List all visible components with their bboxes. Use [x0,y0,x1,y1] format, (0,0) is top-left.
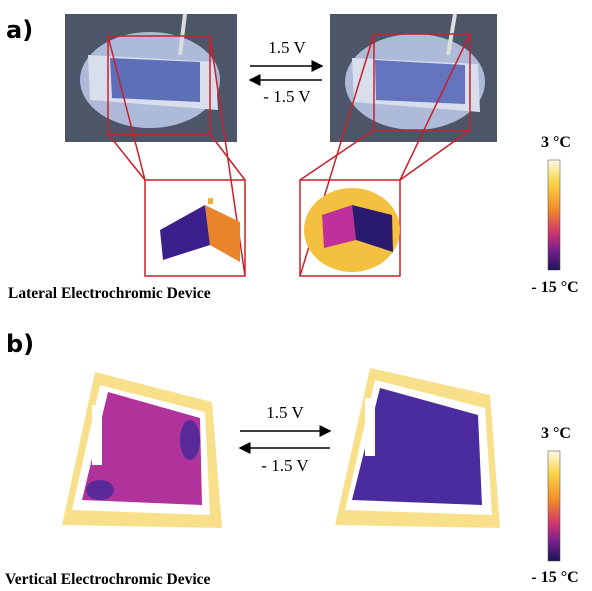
panel-label: a) [6,16,33,44]
photo-left [65,13,237,142]
caption: Vertical Electrochromic Device [5,571,211,588]
thermal-zoom-right [304,188,400,272]
forward-voltage: 1.5 V [266,403,304,422]
scale-min: - 15 °C [531,569,578,586]
colorbar [547,159,561,271]
thermal-zoom-left [160,198,240,262]
forward-voltage: 1.5 V [268,38,306,57]
colorbar [547,450,561,562]
caption: Lateral Electrochromic Device [8,285,211,302]
scale-max: 3 °C [541,425,571,442]
thermal-left [62,372,222,528]
reverse-voltage: - 1.5 V [261,456,309,475]
scale-min: - 15 °C [531,279,578,296]
panel-label: b) [6,330,34,358]
scale-max: 3 °C [541,134,571,151]
photo-right [330,13,497,142]
reverse-voltage: - 1.5 V [263,87,311,106]
thermal-right [335,368,500,528]
